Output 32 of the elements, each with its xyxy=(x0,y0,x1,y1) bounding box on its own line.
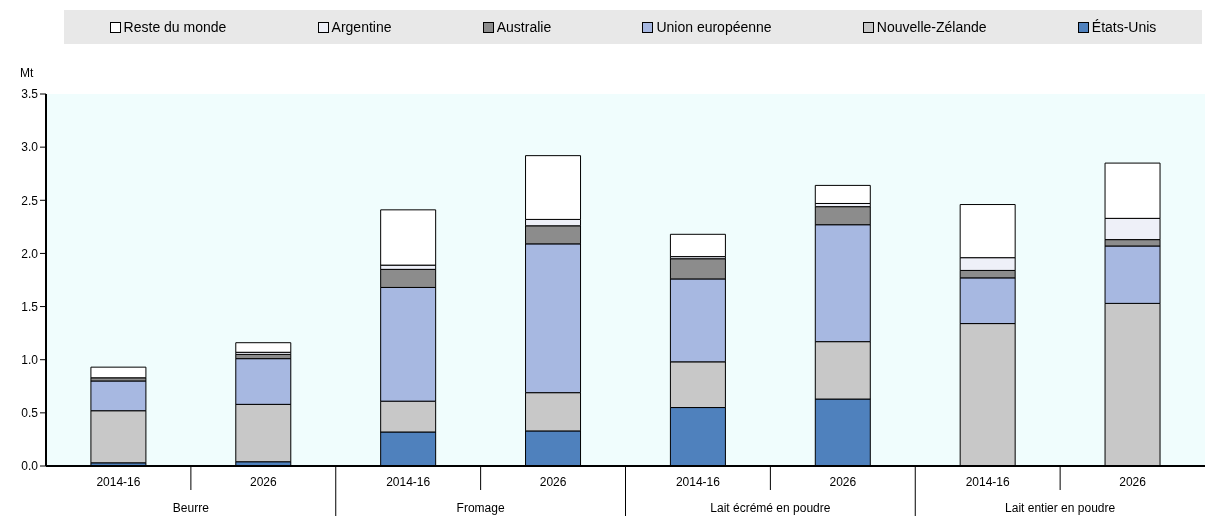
legend-label: Australie xyxy=(495,19,552,35)
x-tick-label: 2014-16 xyxy=(96,475,141,489)
y-tick-label: 1.0 xyxy=(21,352,39,367)
text: Lait écrémé en poudre xyxy=(710,501,831,515)
y-tick-label: 2.0 xyxy=(21,246,39,261)
bar xyxy=(90,366,147,379)
text: Beurre xyxy=(172,501,210,515)
legend-label: États-Unis xyxy=(1090,19,1157,35)
legend-label: Argentine xyxy=(330,19,392,35)
bar xyxy=(235,342,292,353)
text: Lait entier en poudre xyxy=(1005,501,1116,515)
y-tick-label: 1.5 xyxy=(21,299,39,314)
x-tick-label: 2026 xyxy=(1119,475,1147,489)
y-tick-label: 3.0 xyxy=(21,140,39,155)
y-tick-label: 0.5 xyxy=(21,406,39,421)
x-tick-label: 2014-16 xyxy=(675,475,721,489)
legend-label: Union européenne xyxy=(655,19,772,35)
x-tick-label: 2014-16 xyxy=(386,475,431,489)
y-tick-label: 0.0 xyxy=(21,459,39,474)
bar xyxy=(814,184,871,204)
legend-label: Reste du monde xyxy=(122,19,227,35)
text: Fromage xyxy=(456,501,505,515)
bar xyxy=(380,209,437,266)
legend-label: Nouvelle-Zélande xyxy=(875,19,987,35)
x-tick-label: 2014-16 xyxy=(965,475,1011,489)
bar xyxy=(669,233,726,258)
y-axis-title: Mt xyxy=(20,66,34,80)
x-tick-label: 2026 xyxy=(539,475,567,489)
x-tick-label: 2026 xyxy=(829,475,857,489)
y-tick-label: 3.5 xyxy=(21,87,39,102)
x-tick-label: 2026 xyxy=(249,475,277,489)
y-tick-label: 2.5 xyxy=(21,193,39,208)
